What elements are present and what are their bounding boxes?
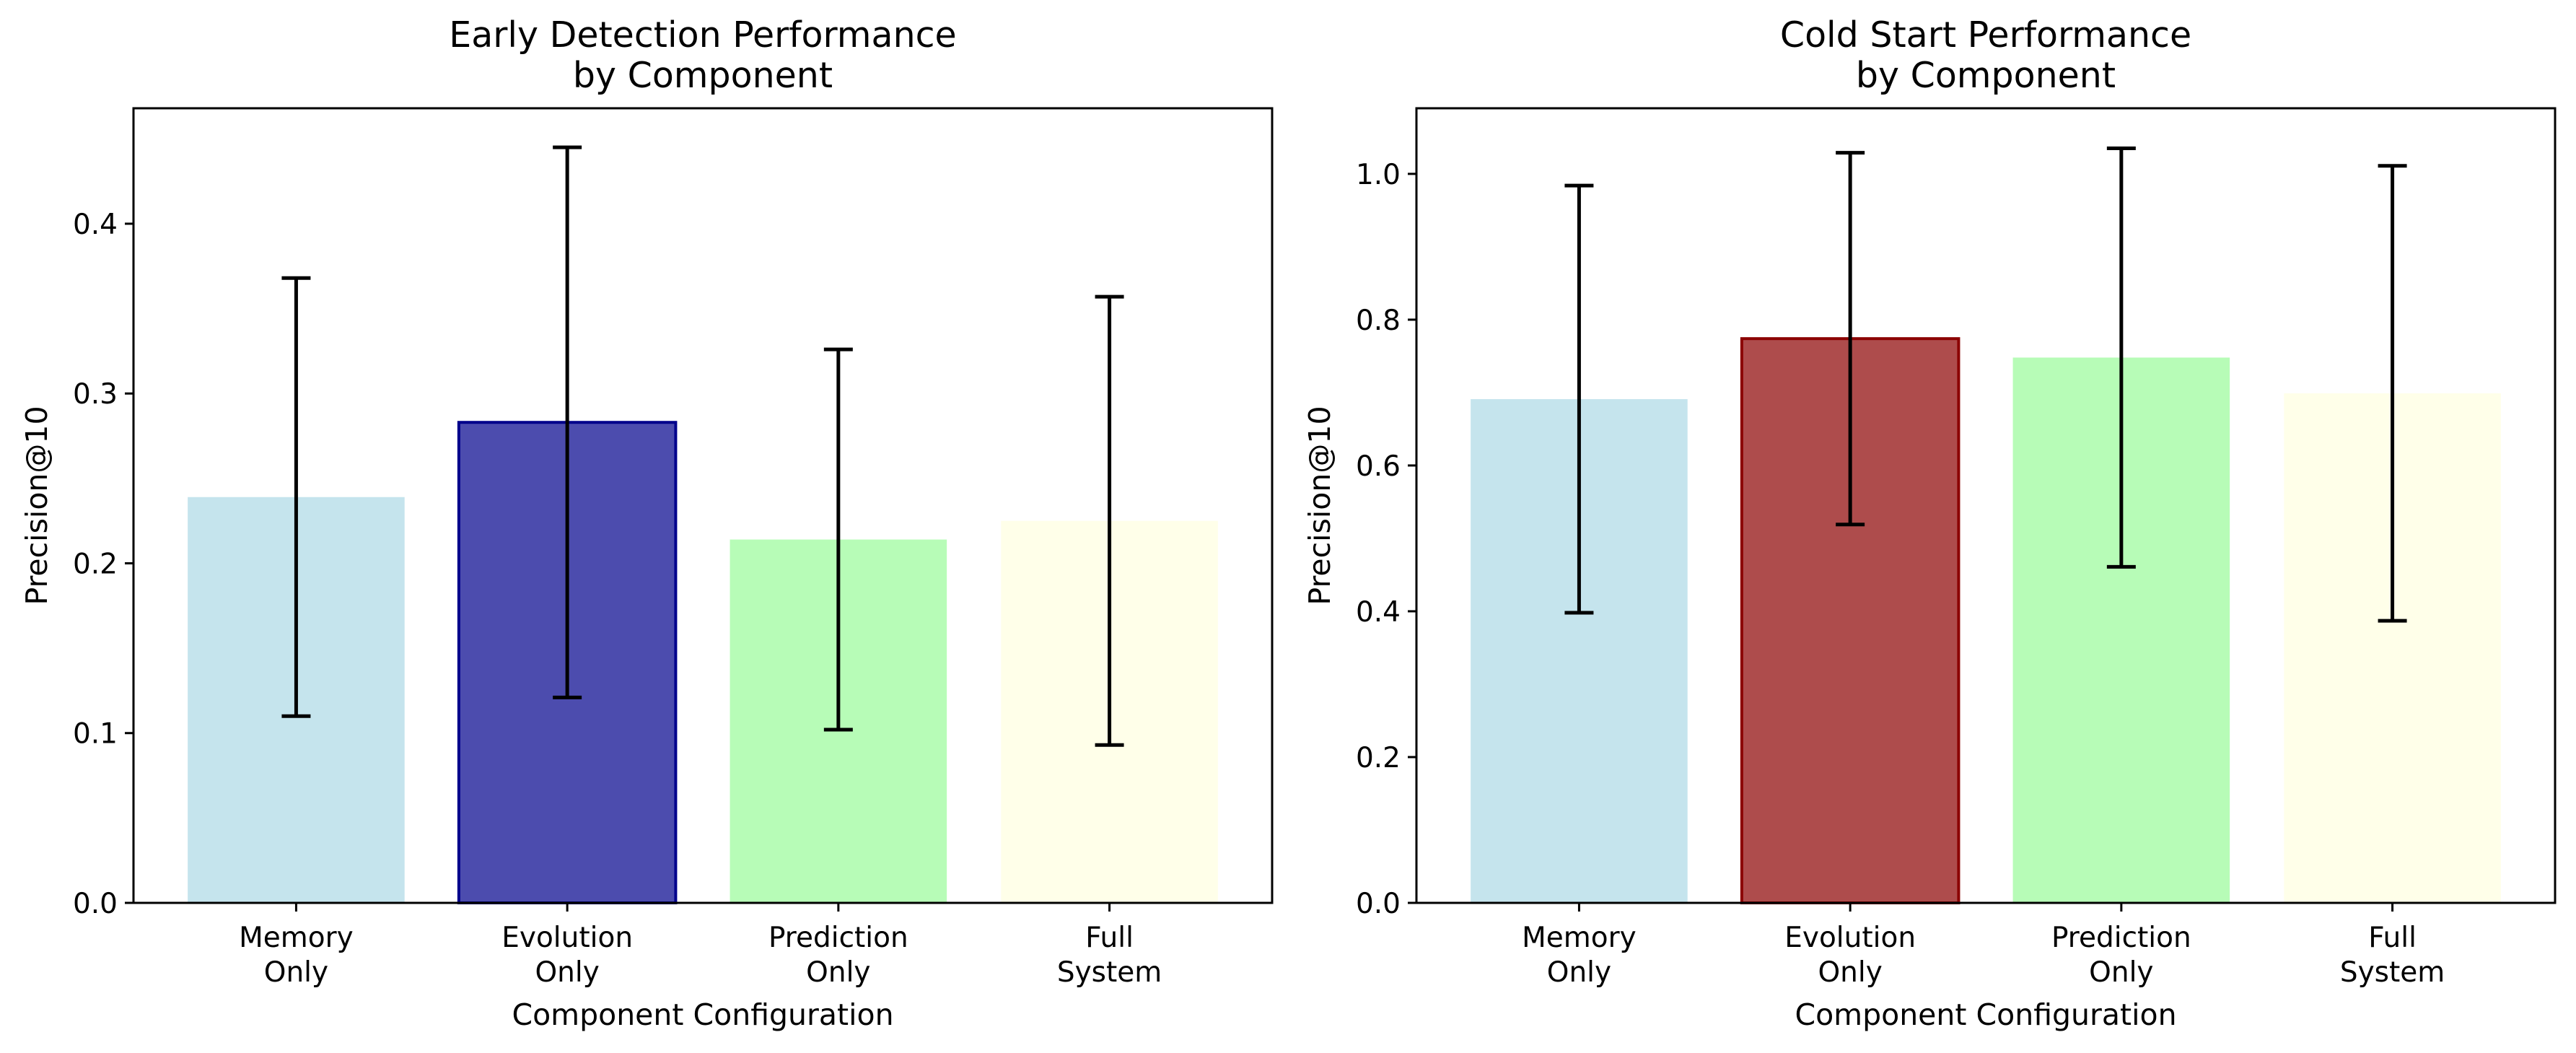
plot-frame [1415, 107, 2557, 904]
y-tick-label-2: 0.2 [73, 548, 118, 580]
x-tick-label-1: Evolution Only [501, 922, 633, 989]
error-bar-3 [1095, 294, 1124, 747]
error-bar-0 [281, 276, 311, 718]
y-tick-label-4: 0.8 [1356, 305, 1401, 337]
y-tick-label-5: 1.0 [1356, 159, 1401, 191]
error-bar-1 [1836, 151, 1865, 527]
y-tick-label-2: 0.4 [1356, 596, 1401, 629]
y-axis-label: Precision@10 [19, 406, 54, 605]
y-tick-label-0: 0.0 [73, 888, 118, 920]
x-tick-label-1: Evolution Only [1784, 922, 1916, 989]
error-bar-3 [2378, 164, 2407, 623]
error-bar-2 [2106, 147, 2136, 569]
x-tick-label-2: Prediction Only [2051, 922, 2191, 989]
error-bar-0 [1564, 183, 1594, 615]
y-tick-label-3: 0.3 [73, 378, 118, 411]
y-tick-label-1: 0.1 [73, 718, 118, 751]
plot-frame [132, 107, 1274, 904]
x-tick-label-2: Prediction Only [768, 922, 908, 989]
x-tick-label-3: Full System [2340, 922, 2445, 989]
y-axis-label: Precision@10 [1302, 406, 1337, 605]
error-bar-2 [823, 347, 853, 732]
x-tick-label-0: Memory Only [239, 922, 354, 989]
chart-title-line-2: by Component [573, 55, 833, 96]
x-tick-label-0: Memory Only [1522, 922, 1637, 989]
error-bar-1 [553, 145, 582, 699]
x-axis-label: Component Configuration [1795, 997, 2176, 1032]
chart-title-line-1: Early Detection Performance [449, 14, 956, 56]
x-axis-label: Component Configuration [512, 997, 893, 1032]
y-tick-label-4: 0.4 [73, 209, 118, 241]
x-tick-label-3: Full System [1057, 922, 1162, 989]
y-tick-label-0: 0.0 [1356, 888, 1401, 920]
y-tick-label-1: 0.2 [1356, 742, 1401, 774]
chart-title-line-1: Cold Start Performance [1780, 14, 2191, 56]
chart-title-line-2: by Component [1856, 55, 2116, 96]
y-tick-label-3: 0.6 [1356, 450, 1401, 483]
